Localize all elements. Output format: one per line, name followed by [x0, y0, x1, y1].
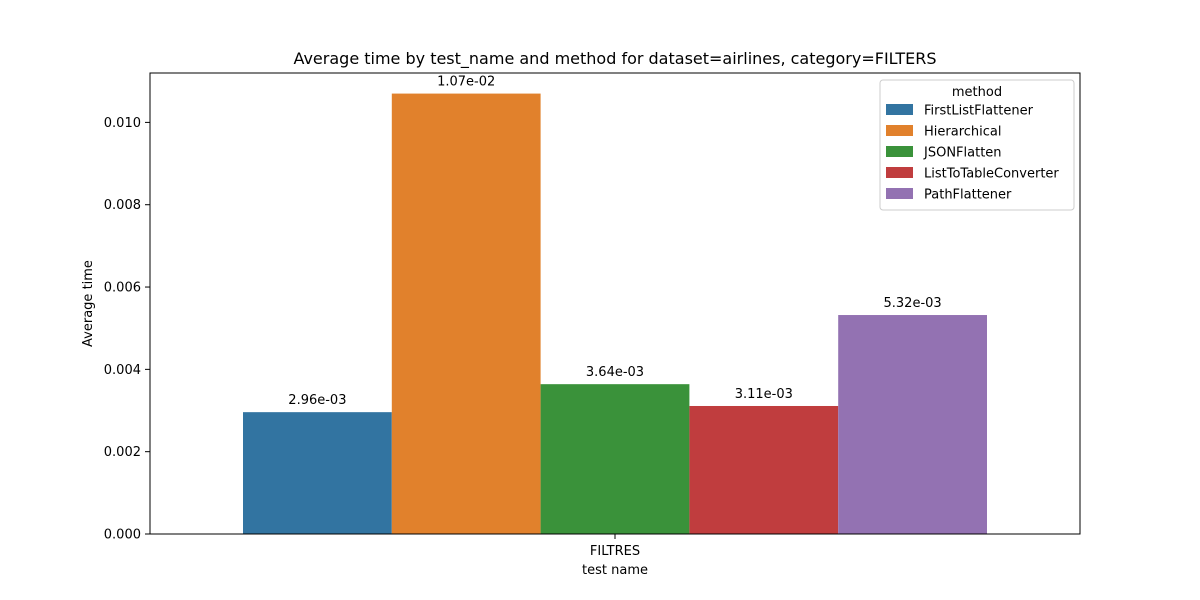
- y-tick-label: 0.010: [104, 116, 141, 131]
- legend-label: PathFlattener: [924, 188, 1012, 203]
- legend-swatch-pathflattener: [886, 188, 913, 199]
- legend-swatch-hierarchical: [886, 125, 913, 136]
- legend-swatch-listtotableconverter: [886, 167, 913, 178]
- bar-hierarchical: [391, 93, 541, 535]
- y-axis-ticks: 0.000 0.002 0.004 0.006 0.008 0.010: [104, 116, 150, 543]
- legend-swatch-firstlistflattener: [886, 104, 913, 115]
- bar-value-label: 1.07e-02: [437, 75, 495, 90]
- legend: method FirstListFlattener Hierarchical JSO…: [879, 79, 1075, 211]
- bar-jsonflatten: [540, 384, 690, 534]
- legend-label: Hierarchical: [924, 125, 1001, 140]
- y-tick-label: 0.002: [104, 445, 141, 460]
- bar-value-label: 5.32e-03: [884, 296, 942, 311]
- bar-listtotableconverter: [689, 405, 839, 534]
- y-tick-label: 0.004: [104, 363, 141, 378]
- bars-group: [243, 93, 987, 535]
- bar-firstlistflattener: [243, 412, 392, 534]
- legend-swatch-jsonflatten: [886, 146, 913, 157]
- chart-title: Average time by test_name and method for…: [293, 49, 936, 69]
- x-axis-label: test name: [582, 563, 648, 578]
- x-tick-label: FILTRES: [590, 544, 640, 559]
- legend-label: ListToTableConverter: [924, 167, 1059, 182]
- legend-title: method: [952, 85, 1002, 100]
- y-tick-label: 0.008: [104, 198, 141, 213]
- y-tick-label: 0.000: [104, 528, 141, 543]
- bar-value-label: 3.11e-03: [735, 387, 793, 402]
- legend-items: FirstListFlattener Hierarchical JSONFlatte…: [886, 104, 1059, 203]
- legend-frame: [879, 79, 1075, 211]
- bar-pathflattener: [838, 315, 987, 534]
- x-axis-ticks: FILTRES: [590, 534, 640, 559]
- bar-value-label: 3.64e-03: [586, 365, 644, 380]
- y-axis-label: Average time: [81, 260, 96, 347]
- legend-label: FirstListFlattener: [924, 104, 1034, 119]
- legend-label: JSONFlatten: [923, 146, 1002, 161]
- bar-value-label: 2.96e-03: [288, 393, 346, 408]
- bar-labels-group: 2.96e-03 1.07e-02 3.64e-03 3.11e-03 5.32e-03: [288, 75, 941, 409]
- y-tick-label: 0.006: [104, 281, 141, 296]
